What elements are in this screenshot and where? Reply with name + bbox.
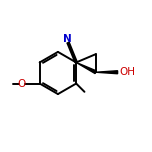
Polygon shape [96,71,118,74]
Text: N: N [63,34,72,44]
Text: O: O [17,79,25,88]
Polygon shape [76,62,96,74]
Text: OH: OH [119,67,135,77]
